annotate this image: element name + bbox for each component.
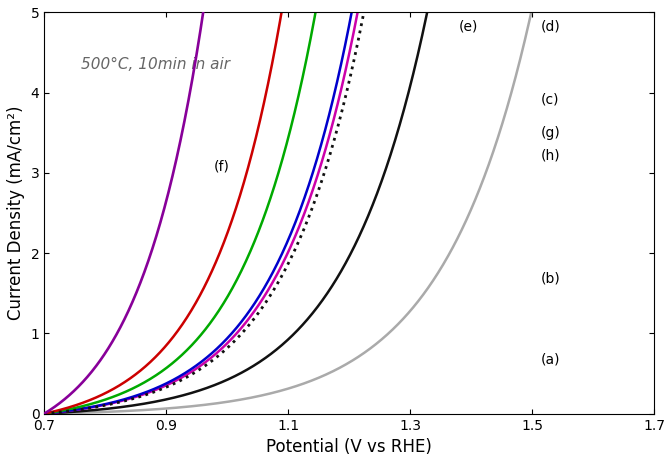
Text: (h): (h) [541, 148, 561, 162]
Y-axis label: Current Density (mA/cm²): Current Density (mA/cm²) [7, 106, 25, 320]
Text: (f): (f) [214, 159, 230, 174]
Text: (g): (g) [541, 126, 561, 140]
X-axis label: Potential (V vs RHE): Potential (V vs RHE) [266, 438, 432, 456]
Text: (c): (c) [541, 92, 560, 106]
Text: 500°C, 10min in air: 500°C, 10min in air [81, 56, 230, 72]
Text: (e): (e) [459, 20, 478, 34]
Text: (a): (a) [541, 352, 560, 366]
Text: (d): (d) [541, 20, 561, 34]
Text: (b): (b) [541, 272, 561, 286]
